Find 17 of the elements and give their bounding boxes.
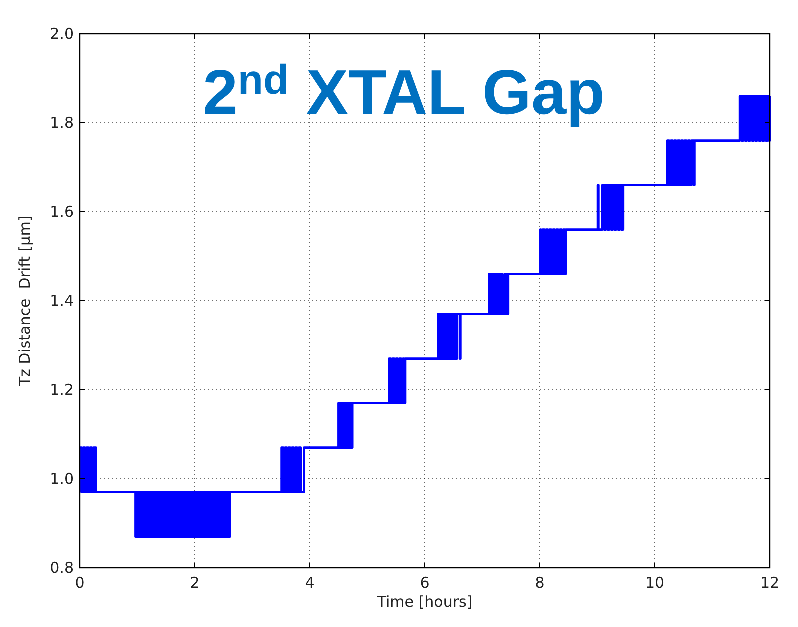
- x-tick-label: 0: [75, 574, 85, 592]
- y-tick-label: 1.0: [50, 470, 74, 488]
- chart-title: 2$^{nd}$ XTAL Gap: [203, 56, 606, 128]
- x-tick-label: 8: [535, 574, 545, 592]
- y-axis-title: Tz Distance Drift [μm]: [16, 216, 34, 388]
- x-tick-label: 6: [420, 574, 430, 592]
- y-tick-label: 2.0: [50, 25, 74, 43]
- x-axis-title: Time [hours]: [376, 593, 473, 611]
- y-tick-label: 1.6: [50, 203, 74, 221]
- y-tick-label: 1.4: [50, 292, 74, 310]
- x-tick-label: 2: [190, 574, 200, 592]
- x-tick-label: 4: [305, 574, 315, 592]
- y-tick-label: 0.8: [50, 559, 74, 577]
- y-tick-label: 1.8: [50, 114, 74, 132]
- y-tick-label: 1.2: [50, 381, 74, 399]
- x-tick-label: 10: [645, 574, 665, 592]
- x-tick-label: 12: [760, 574, 780, 592]
